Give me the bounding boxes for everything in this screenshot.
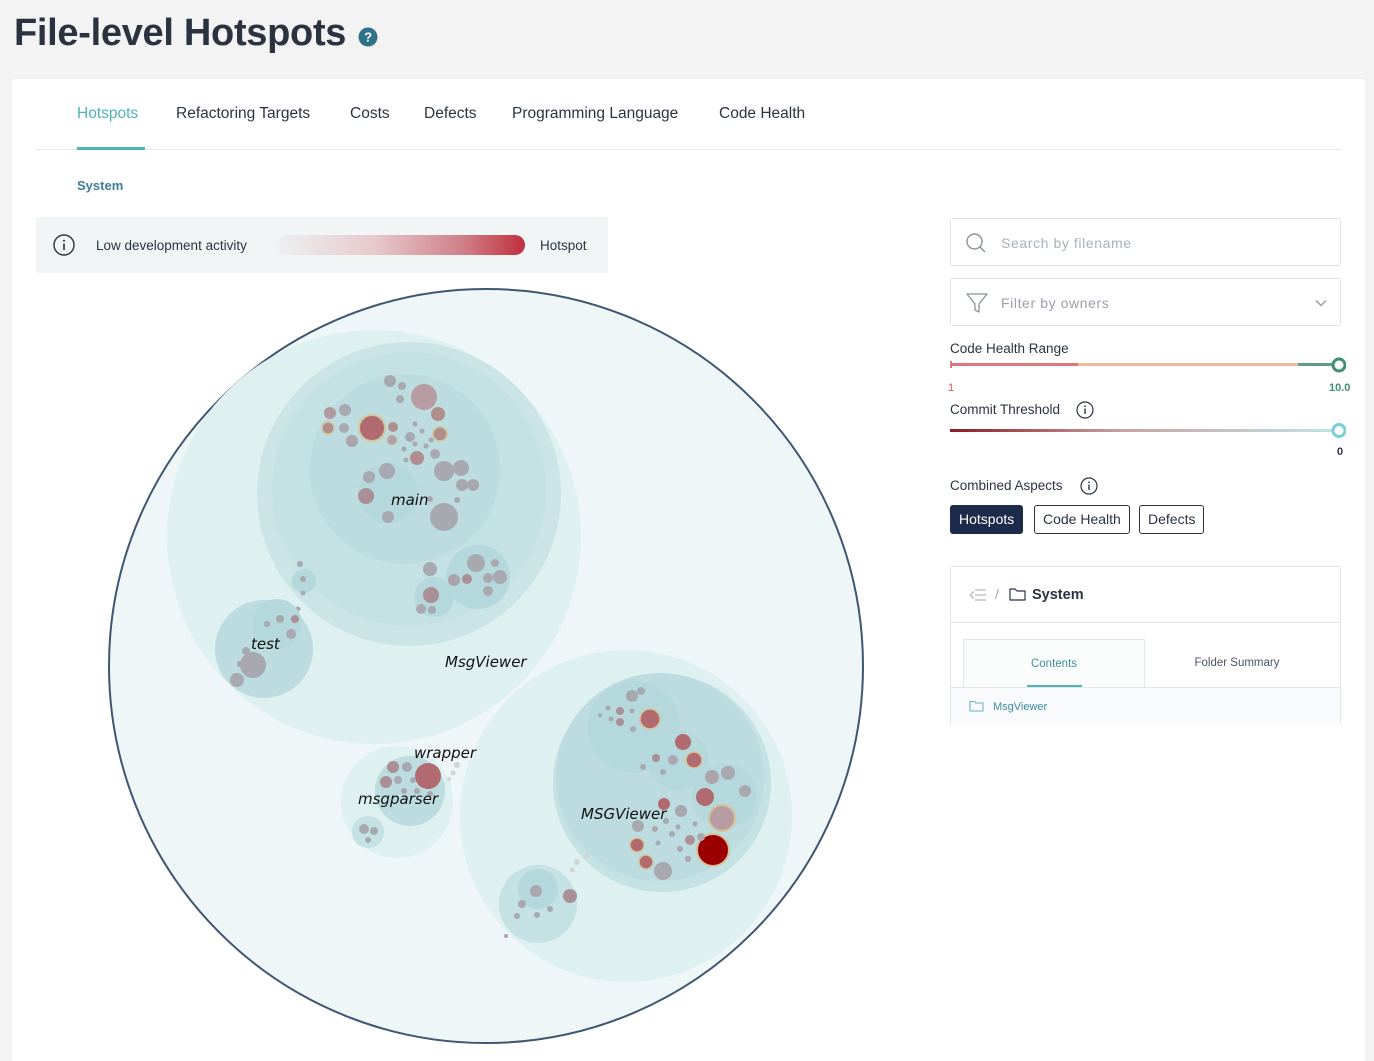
tab-code-health[interactable]: Code Health [719,105,806,122]
search-input[interactable] [1001,231,1321,255]
info-icon[interactable] [1076,401,1094,419]
tab-bar: Hotspots Refactoring Targets Costs Defec… [36,79,1341,150]
filter-placeholder: Filter by owners [1001,295,1110,311]
commit-threshold-slider[interactable] [948,422,1346,440]
search-icon [966,233,986,253]
code-health-range-slider[interactable] [948,357,1346,373]
label-msgparser: msgparser [358,790,439,808]
tree-item-msgviewer[interactable]: MsgViewer [993,701,1048,713]
range-max-handle[interactable] [1331,357,1346,373]
chevron-down-icon [1315,299,1327,307]
svg-text:?: ? [364,29,372,44]
label-main: main [391,491,428,509]
hotspot-circle-pack[interactable]: main test MsgViewer wrapper msgparser MS… [12,79,912,1061]
combined-aspects-label: Combined Aspects [950,478,1063,493]
legend-high-label: Hotspot [540,238,587,253]
aspect-code-health-button[interactable]: Code Health [1034,505,1130,534]
aspect-hotspots-button[interactable]: Hotspots [950,505,1024,534]
question-circle-icon[interactable]: ? [358,27,378,47]
tree-contents: MsgViewer [951,687,1340,725]
msgviewer-lower-files[interactable] [504,687,751,938]
threshold-handle[interactable] [1331,423,1346,438]
range-max-value: 10.0 [1329,382,1351,394]
tab-refactoring-targets[interactable]: Refactoring Targets [176,105,311,122]
aspect-defects-button[interactable]: Defects [1139,505,1205,534]
collapse-back-icon[interactable] [969,588,987,602]
folder-icon [969,700,984,712]
tab-costs[interactable]: Costs [350,105,390,122]
tab-defects[interactable]: Defects [424,105,477,122]
legend-gradient-bar [275,235,525,255]
tab-programming-language[interactable]: Programming Language [512,105,679,122]
breadcrumb[interactable]: System [77,178,124,193]
hotspot-legend: Low development activity Hotspot [36,217,608,273]
main-files[interactable] [295,375,508,614]
contents-tab-indicator [1027,685,1082,687]
search-box [950,218,1341,266]
page-title-text: File-level Hotspots [14,12,347,54]
legend-low-label: Low development activity [96,238,247,253]
range-min-value: 1 [948,382,955,394]
page-title: File-level Hotspots ? [14,12,378,55]
label-msgviewer-lower: MSGViewer [581,805,667,823]
wrapper-group[interactable] [341,746,460,858]
tab-hotspots[interactable]: Hotspots [77,105,139,122]
tab-contents[interactable]: Contents [963,639,1145,688]
commit-threshold-label: Commit Threshold [950,402,1061,417]
active-tab-indicator [77,147,145,150]
range-min-handle[interactable] [950,361,952,368]
code-health-range-label: Code Health Range [950,341,1069,356]
main-card: Hotspots Refactoring Targets Costs Defec… [12,79,1365,1061]
owner-filter-select[interactable]: Filter by owners [950,278,1341,326]
info-circle-icon[interactable] [53,234,75,256]
label-test: test [251,635,281,653]
tab-folder-summary[interactable]: Folder Summary [1194,657,1280,669]
folder-icon [1009,588,1026,601]
filter-icon [966,293,988,313]
info-icon[interactable] [1080,477,1098,495]
tree-title[interactable]: System [1032,587,1084,603]
label-msgviewer: MsgViewer [445,653,527,671]
folder-tree-panel: / System Contents Folder Summary MsgView… [950,566,1341,725]
tree-header: / System [951,567,1340,623]
test-group[interactable] [215,599,313,698]
threshold-value: 0 [1337,446,1344,458]
label-wrapper: wrapper [414,744,477,762]
breadcrumb-separator: / [995,586,999,602]
